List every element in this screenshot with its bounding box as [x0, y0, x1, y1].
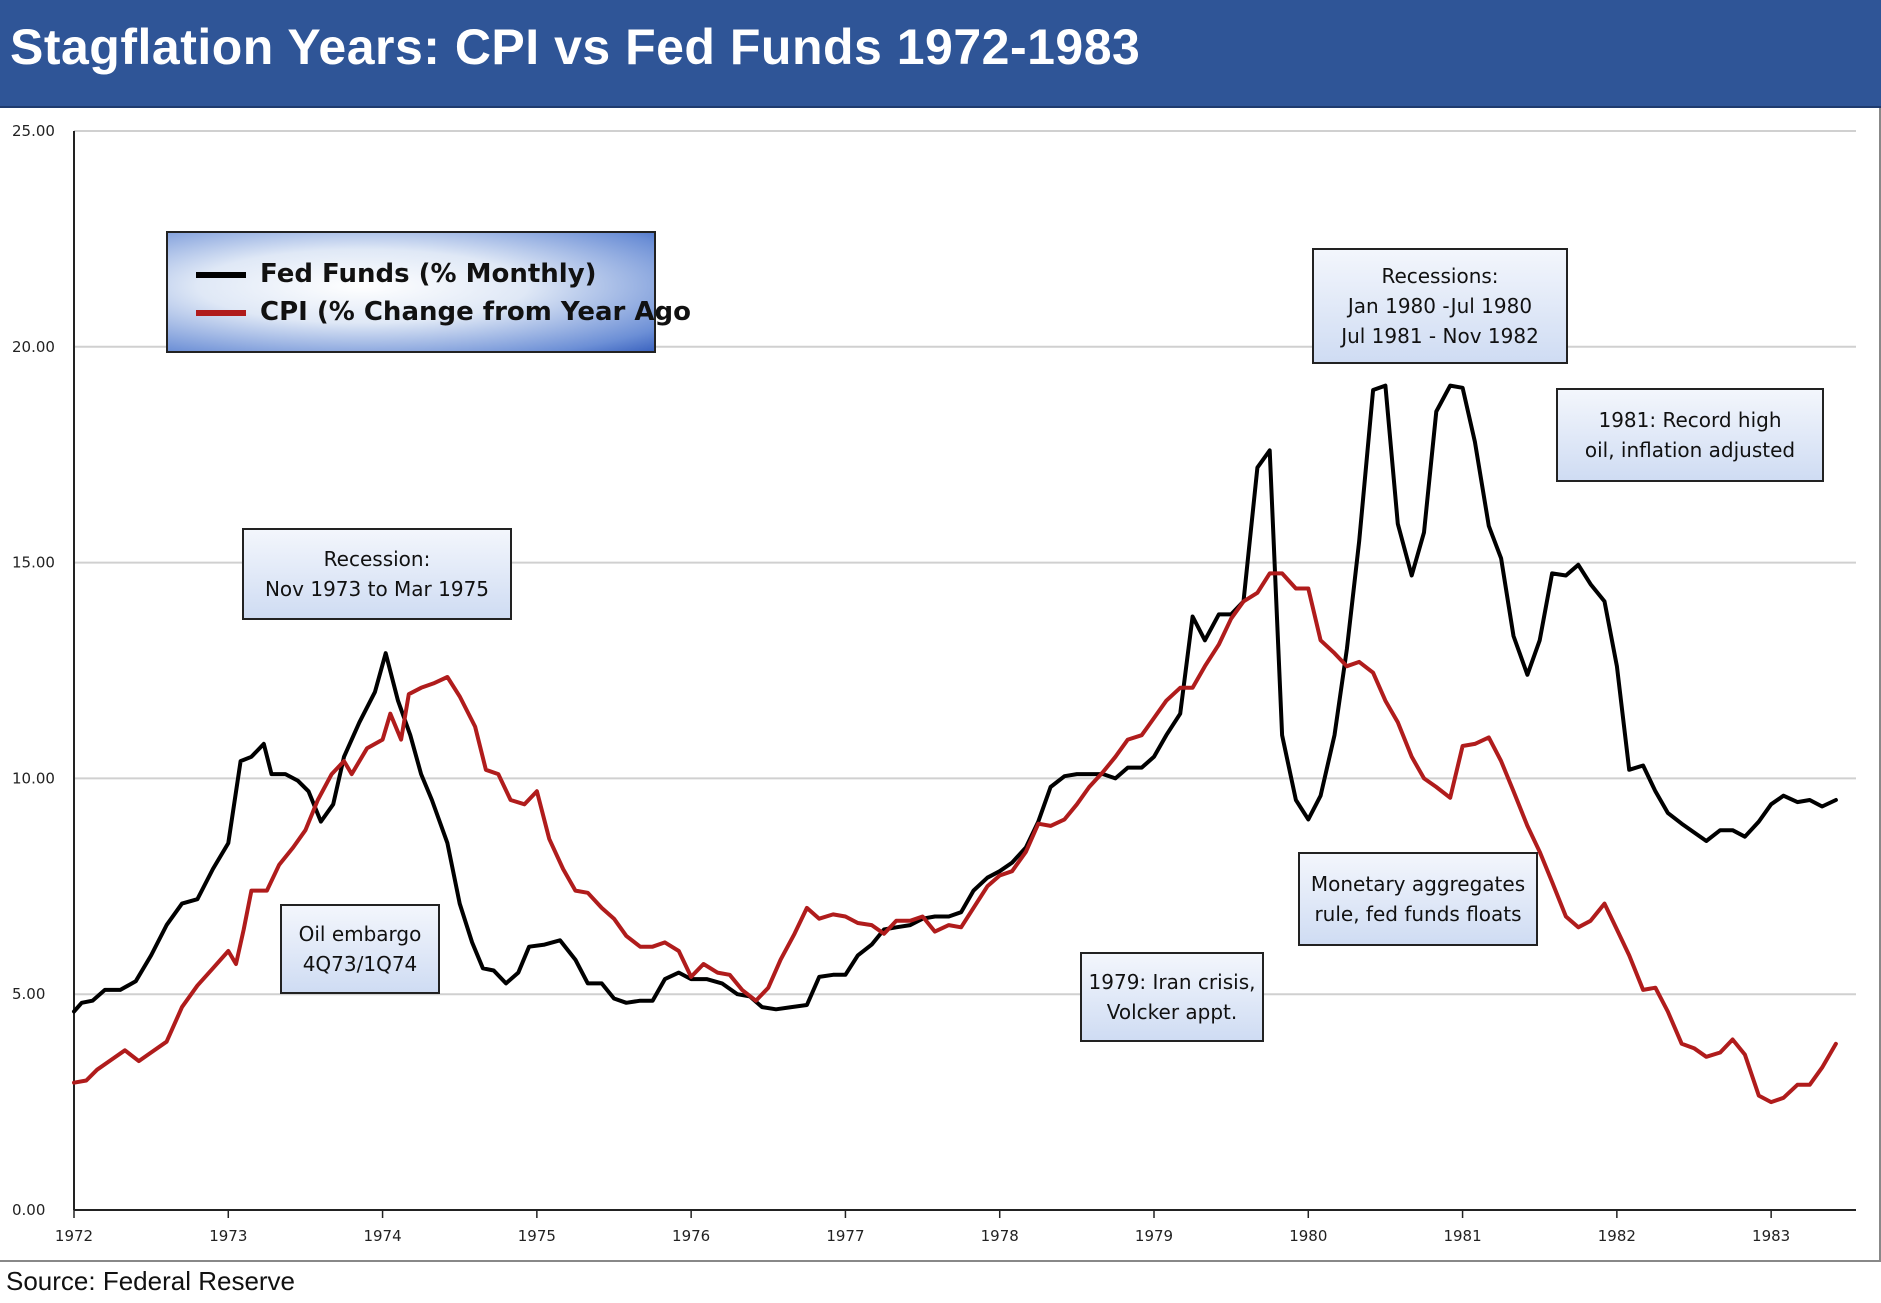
legend-item-fed-funds: Fed Funds (% Monthly) — [196, 259, 597, 289]
y-tick-label: 0.00 — [12, 1201, 45, 1219]
series-line-cpi — [72, 571, 1838, 1105]
chart-frame — [0, 108, 1881, 1262]
title-banner: Stagflation Years: CPI vs Fed Funds 1972… — [0, 0, 1881, 108]
y-tick-label: 15.00 — [12, 554, 55, 572]
legend-item-cpi: CPI (% Change from Year Ago — [196, 297, 691, 327]
annotation-line: Monetary aggregates — [1310, 872, 1526, 896]
y-tick-label: 25.00 — [12, 122, 55, 140]
annotation-monetary: Monetary aggregates rule, fed funds floa… — [1298, 852, 1538, 946]
x-tick-label: 1977 — [826, 1227, 864, 1245]
x-tick-label: 1974 — [363, 1227, 401, 1245]
annotation-line: 1979: Iran crisis, — [1088, 970, 1256, 994]
annotation-recession-1973: Recession: Nov 1973 to Mar 1975 — [242, 528, 512, 620]
legend: Fed Funds (% Monthly) CPI (% Change from… — [166, 231, 691, 353]
y-tick-label: 5.00 — [12, 985, 45, 1003]
legend-swatch-fed-funds — [196, 271, 246, 278]
y-tick-label: 20.00 — [12, 338, 55, 356]
x-tick-label: 1976 — [672, 1227, 710, 1245]
x-tick-label: 1980 — [1289, 1227, 1327, 1245]
source-note: Source: Federal Reserve — [6, 1266, 296, 1296]
annotation-line: Jan 1980 -Jul 1980 — [1347, 294, 1533, 318]
annotation-record-oil: 1981: Record high oil, inflation adjuste… — [1556, 388, 1824, 482]
annotation-line: 1981: Record high — [1598, 408, 1782, 432]
series-lines — [72, 383, 1838, 1105]
annotation-oil-embargo: Oil embargo 4Q73/1Q74 — [280, 904, 440, 994]
x-tick-label: 1983 — [1752, 1227, 1790, 1245]
legend-swatch-cpi — [196, 309, 246, 316]
chart-title: Stagflation Years: CPI vs Fed Funds 1972… — [10, 19, 1141, 75]
x-tick-labels: 1972 1973 1974 1975 1976 1977 1978 1979 1980 1981… — [55, 1227, 1790, 1245]
annotation-iran-crisis: 1979: Iran crisis, Volcker appt. — [1080, 952, 1264, 1042]
legend-label-cpi: CPI (% Change from Year Ago — [260, 297, 692, 327]
annotation-line: rule, fed funds floats — [1314, 902, 1522, 926]
annotation-line: 4Q73/1Q74 — [302, 952, 418, 976]
x-tick-label: 1973 — [209, 1227, 247, 1245]
annotation-line: Nov 1973 to Mar 1975 — [264, 577, 490, 601]
y-tick-labels: 0.00 5.00 10.00 15.00 20.00 25.00 — [12, 122, 55, 1219]
x-tick-label: 1981 — [1443, 1227, 1481, 1245]
x-tick-label: 1972 — [55, 1227, 93, 1245]
annotation-recessions-1980: Recessions: Jan 1980 -Jul 1980 Jul 1981 … — [1312, 248, 1568, 364]
x-tick-label: 1982 — [1598, 1227, 1636, 1245]
x-tick-label: 1978 — [981, 1227, 1019, 1245]
y-tick-label: 10.00 — [12, 769, 55, 787]
x-tick-label: 1979 — [1135, 1227, 1173, 1245]
annotation-line: oil, inflation adjusted — [1584, 438, 1796, 462]
annotation-line: Jul 1981 - Nov 1982 — [1341, 324, 1539, 348]
annotation-line: Recessions: — [1381, 264, 1499, 288]
legend-label-fed-funds: Fed Funds (% Monthly) — [260, 259, 597, 289]
axes — [73, 131, 1856, 1218]
x-tick-label: 1975 — [518, 1227, 556, 1245]
annotation-line: Recession: — [323, 547, 431, 571]
annotation-line: Volcker appt. — [1106, 1000, 1238, 1024]
series-line-fed-funds — [72, 383, 1838, 1014]
annotation-line: Oil embargo — [298, 922, 422, 946]
